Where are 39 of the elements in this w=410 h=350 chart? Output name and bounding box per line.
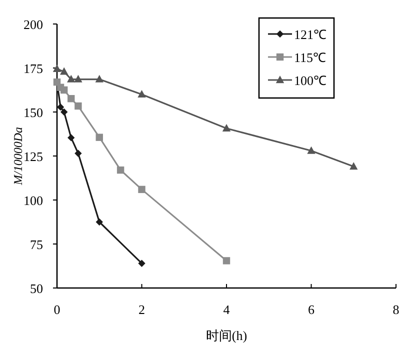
y-tick-label: 100: [24, 193, 43, 208]
x-tick-label: 2: [138, 302, 145, 317]
x-tick-label: 8: [392, 302, 400, 317]
legend-label: 100℃: [294, 73, 326, 88]
y-tick-label: 150: [24, 105, 43, 120]
point: [68, 134, 75, 142]
y-tick-label: 200: [24, 17, 43, 32]
point: [138, 260, 146, 267]
point: [52, 64, 62, 72]
point: [60, 108, 68, 116]
point: [74, 102, 82, 110]
point: [307, 146, 316, 154]
point: [138, 90, 146, 98]
point: [60, 67, 68, 75]
point: [56, 103, 64, 111]
point: [95, 74, 104, 82]
point: [96, 134, 103, 141]
x-tick-label: 4: [223, 302, 230, 317]
point: [60, 86, 68, 94]
y-tick-label: 75: [30, 237, 43, 252]
point: [222, 257, 230, 264]
point: [68, 95, 75, 102]
y-tick-label: 175: [24, 61, 43, 76]
y-tick-label: 50: [30, 281, 43, 296]
x-axis-title: 时间(h): [206, 328, 248, 343]
point: [74, 150, 82, 157]
point: [96, 218, 103, 226]
x-tick-label: 6: [308, 302, 315, 317]
legend-label: 115℃: [294, 50, 326, 65]
x-tick-label: 0: [54, 302, 60, 317]
y-tick-label: 125: [24, 149, 43, 164]
point: [222, 124, 231, 132]
point: [138, 186, 146, 194]
point: [74, 74, 82, 82]
point: [116, 166, 124, 174]
y-axis-title: M/10000Da: [11, 127, 25, 186]
point: [67, 74, 76, 82]
legend-label: 121℃: [294, 27, 326, 42]
point: [350, 162, 358, 170]
